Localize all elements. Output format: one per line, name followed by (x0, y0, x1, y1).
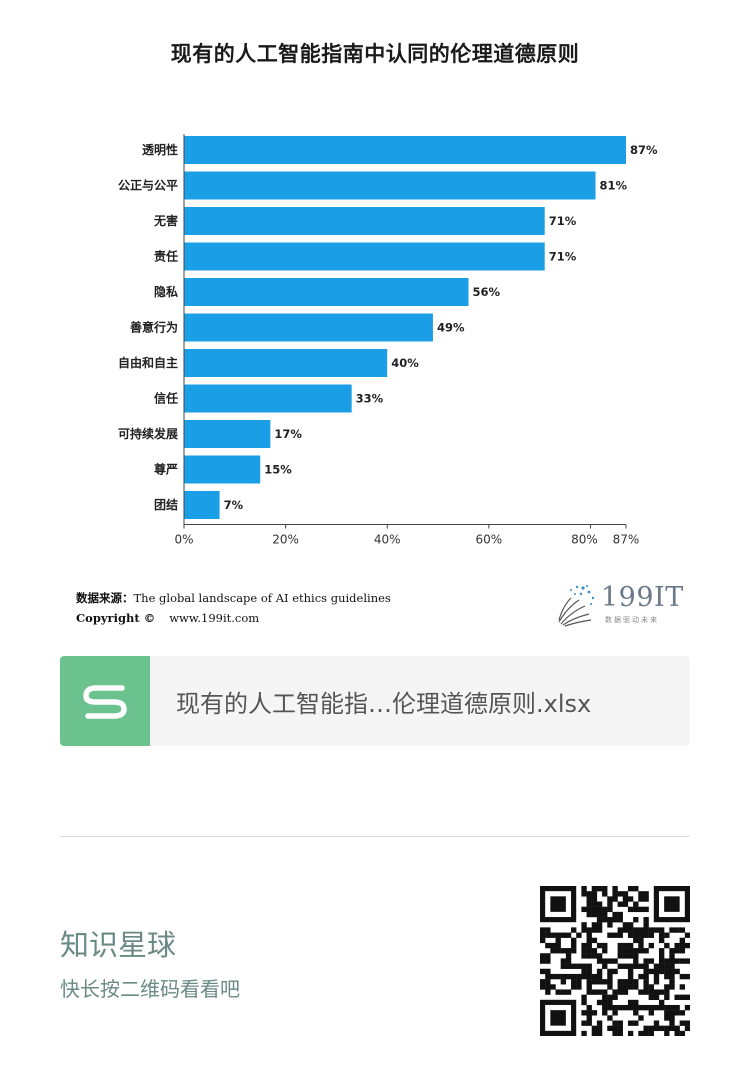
brand-logo: 199IT 数据驱动未来 (553, 582, 683, 628)
source-text: The global landscape of AI ethics guidel… (133, 591, 391, 605)
bar-chart: 透明性 87% 公正与公平 81% 无害 71% 责任 71% 隐私 56% 善意行为 49% 自由和自… (118, 134, 658, 547)
category-label: 隐私 (154, 284, 178, 299)
x-tick-label: 87% (613, 533, 640, 547)
chart-title: 现有的人工智能指南中认同的伦理道德原则 (170, 42, 580, 66)
category-label: 公正与公平 (118, 179, 178, 193)
qr-code-icon[interactable] (540, 886, 690, 1036)
bar (184, 349, 388, 377)
x-tick-label: 20% (272, 533, 299, 547)
category-label: 自由和自主 (118, 355, 178, 370)
bar (184, 171, 596, 200)
logo-brand: 199IT (601, 582, 684, 613)
category-label: 可持续发展 (118, 426, 178, 441)
copyright: Copyright © www.199it.com (76, 611, 259, 625)
value-label: 33% (356, 392, 384, 406)
value-label: 17% (274, 427, 302, 441)
bar (184, 278, 469, 306)
bar (184, 136, 626, 164)
value-label: 81% (600, 179, 628, 193)
source-label: 数据来源： (76, 591, 134, 605)
x-tick-label: 40% (374, 533, 401, 547)
value-label: 71% (549, 250, 577, 264)
bar (184, 207, 545, 235)
category-label: 责任 (154, 249, 178, 264)
bar (184, 420, 271, 448)
file-name: 现有的人工智能指…伦理道德原则.xlsx (176, 690, 592, 718)
s-file-icon (60, 656, 150, 746)
copyright-url: www.199it.com (169, 611, 260, 625)
value-label: 49% (437, 321, 465, 335)
planet-subtitle: 快长按二维码看看吧 (60, 977, 240, 1001)
file-attachment-card[interactable]: 现有的人工智能指…伦理道德原则.xlsx (60, 656, 690, 746)
bar (184, 455, 261, 484)
x-tick-label: 80% (571, 533, 598, 547)
value-label: 15% (264, 463, 292, 477)
data-source: 数据来源：The global landscape of AI ethics g… (76, 590, 391, 606)
category-label: 无害 (153, 213, 178, 228)
category-label: 信任 (154, 391, 178, 406)
value-label: 7% (224, 498, 244, 512)
value-label: 56% (473, 285, 501, 299)
planet-title: 知识星球 (60, 928, 177, 962)
x-tick-label: 0% (174, 533, 193, 547)
bar (184, 313, 433, 342)
x-tick-label: 60% (475, 533, 502, 547)
dandelion-logo-icon (558, 585, 595, 627)
value-label: 40% (391, 356, 419, 370)
bar (184, 242, 545, 271)
category-label: 透明性 (142, 142, 178, 157)
bar (184, 384, 352, 413)
value-label: 71% (549, 214, 577, 228)
category-label: 团结 (154, 497, 178, 512)
logo-tagline: 数据驱动未来 (605, 616, 659, 624)
value-label: 87% (630, 143, 658, 157)
category-label: 善意行为 (130, 320, 178, 335)
bar (184, 491, 220, 519)
copyright-label: Copyright © (76, 611, 156, 625)
divider (60, 836, 690, 837)
category-label: 尊严 (154, 462, 178, 477)
